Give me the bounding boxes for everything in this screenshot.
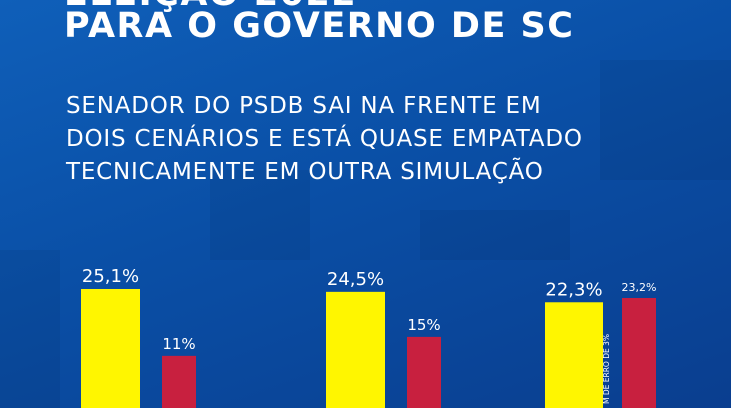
bar-value-label: 11% [162,335,195,353]
bar-red-1 [162,355,196,408]
bar-value-label: 22,3% [545,279,602,300]
bar-value-label: 25,1% [82,266,139,287]
bar-yellow-1 [81,289,140,408]
headline: PARA O GOVERNO DE SC [64,6,575,46]
bar-red-3 [622,298,656,408]
bar-yellow-3 [545,302,603,408]
subtitle: SENADOR DO PSDB SAI NA FRENTE EM DOIS CE… [66,93,583,185]
bar-value-label: 23,2% [622,281,657,294]
headline-partial: ELEIÇÃO 2022 [64,0,357,14]
bar-red-2 [407,336,441,408]
bar-yellow-2 [326,291,385,408]
bar-value-label: 15% [407,316,440,334]
bar-value-label: 24,5% [327,269,384,290]
margin-note: M DE ERRO DE 3% [602,334,611,404]
